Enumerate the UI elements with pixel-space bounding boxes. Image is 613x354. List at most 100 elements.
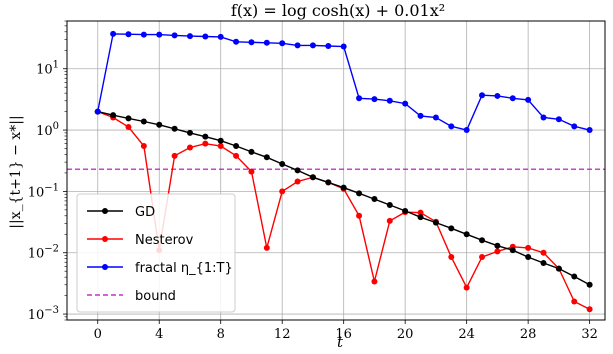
- data-point: [540, 114, 547, 121]
- data-point: [356, 95, 363, 102]
- y-tick-label: 10−2: [28, 244, 59, 262]
- data-point: [371, 278, 378, 285]
- x-tick-label: 8: [217, 327, 225, 342]
- data-point: [479, 92, 486, 99]
- data-point: [371, 96, 378, 103]
- legend-label: Nesterov: [135, 233, 194, 248]
- data-point: [479, 254, 486, 261]
- legend: GD Nesterov fractal η_{1:T}bound: [76, 193, 236, 313]
- data-point: [248, 39, 255, 46]
- data-point: [263, 39, 270, 46]
- data-point: [402, 100, 409, 107]
- data-point: [463, 231, 470, 238]
- data-point: [125, 124, 132, 131]
- data-point: [509, 95, 516, 102]
- data-point: [309, 174, 316, 181]
- data-point: [463, 127, 470, 134]
- data-point: [294, 42, 301, 49]
- data-point: [432, 114, 439, 121]
- data-point: [156, 121, 163, 128]
- data-point: [156, 31, 163, 38]
- y-tick-label: 10−3: [28, 305, 59, 323]
- data-point: [356, 212, 363, 219]
- y-tick-label: 101: [36, 60, 59, 78]
- data-point: [479, 237, 486, 244]
- chart-title: f(x) = log cosh(x) + 0.01x²: [231, 1, 445, 20]
- x-tick-label: 24: [458, 327, 475, 342]
- data-point: [586, 281, 593, 288]
- x-tick-label: 28: [520, 327, 537, 342]
- legend-marker: [102, 208, 108, 214]
- data-point: [417, 214, 424, 221]
- data-point: [356, 190, 363, 197]
- data-point: [402, 207, 409, 214]
- data-point: [125, 115, 132, 122]
- x-tick-label: 12: [274, 327, 291, 342]
- data-point: [525, 96, 532, 103]
- data-point: [555, 265, 562, 272]
- x-tick-label: 16: [335, 327, 352, 342]
- data-point: [140, 142, 147, 149]
- data-point: [325, 179, 332, 186]
- data-point: [586, 306, 593, 313]
- data-point: [494, 242, 501, 249]
- data-point: [140, 118, 147, 125]
- legend-box: [76, 193, 236, 313]
- data-point: [294, 167, 301, 174]
- data-point: [463, 284, 470, 291]
- data-point: [140, 31, 147, 38]
- data-point: [186, 129, 193, 136]
- data-point: [571, 123, 578, 130]
- data-point: [171, 125, 178, 132]
- data-point: [509, 247, 516, 254]
- data-point: [217, 33, 224, 40]
- x-tick-label: 20: [397, 327, 414, 342]
- data-point: [248, 148, 255, 155]
- data-point: [571, 273, 578, 280]
- data-point: [525, 244, 532, 251]
- data-point: [171, 152, 178, 159]
- data-point: [233, 38, 240, 45]
- legend-marker: [102, 264, 108, 270]
- data-point: [186, 144, 193, 151]
- data-point: [202, 140, 209, 147]
- data-point: [340, 43, 347, 50]
- legend-marker: [102, 236, 108, 242]
- data-point: [279, 188, 286, 195]
- axes-frame: [66, 20, 606, 321]
- data-point: [586, 127, 593, 134]
- x-axis-label: t: [337, 333, 344, 351]
- data-point: [325, 42, 332, 49]
- x-tick-label: 32: [581, 327, 598, 342]
- data-point: [571, 298, 578, 305]
- data-point: [448, 254, 455, 261]
- data-point: [540, 259, 547, 266]
- data-point: [263, 244, 270, 251]
- data-point: [417, 112, 424, 119]
- data-point: [386, 201, 393, 208]
- data-point: [248, 168, 255, 175]
- data-point: [448, 225, 455, 232]
- data-point: [171, 32, 178, 39]
- legend-label: bound: [135, 289, 176, 304]
- data-point: [309, 42, 316, 49]
- data-point: [294, 178, 301, 185]
- data-point: [371, 196, 378, 203]
- x-tick-label: 0: [94, 327, 102, 342]
- data-point: [386, 97, 393, 104]
- data-point: [125, 31, 132, 38]
- data-point: [432, 219, 439, 226]
- data-point: [202, 133, 209, 140]
- data-point: [340, 184, 347, 191]
- data-point: [494, 248, 501, 255]
- x-tick-label: 4: [155, 327, 163, 342]
- data-point: [110, 112, 117, 119]
- plot-area: 0 4 8 12 16 20 24 28 32 10−3 10−2 10−1 100 101: [28, 20, 606, 342]
- y-tick-label: 10−1: [28, 182, 59, 200]
- data-point: [217, 137, 224, 144]
- legend-label: GD: [135, 205, 155, 220]
- data-point: [279, 40, 286, 47]
- y-axis-label: ||x_{t+1} − x*||: [8, 115, 24, 228]
- data-point: [494, 92, 501, 99]
- data-point: [540, 249, 547, 256]
